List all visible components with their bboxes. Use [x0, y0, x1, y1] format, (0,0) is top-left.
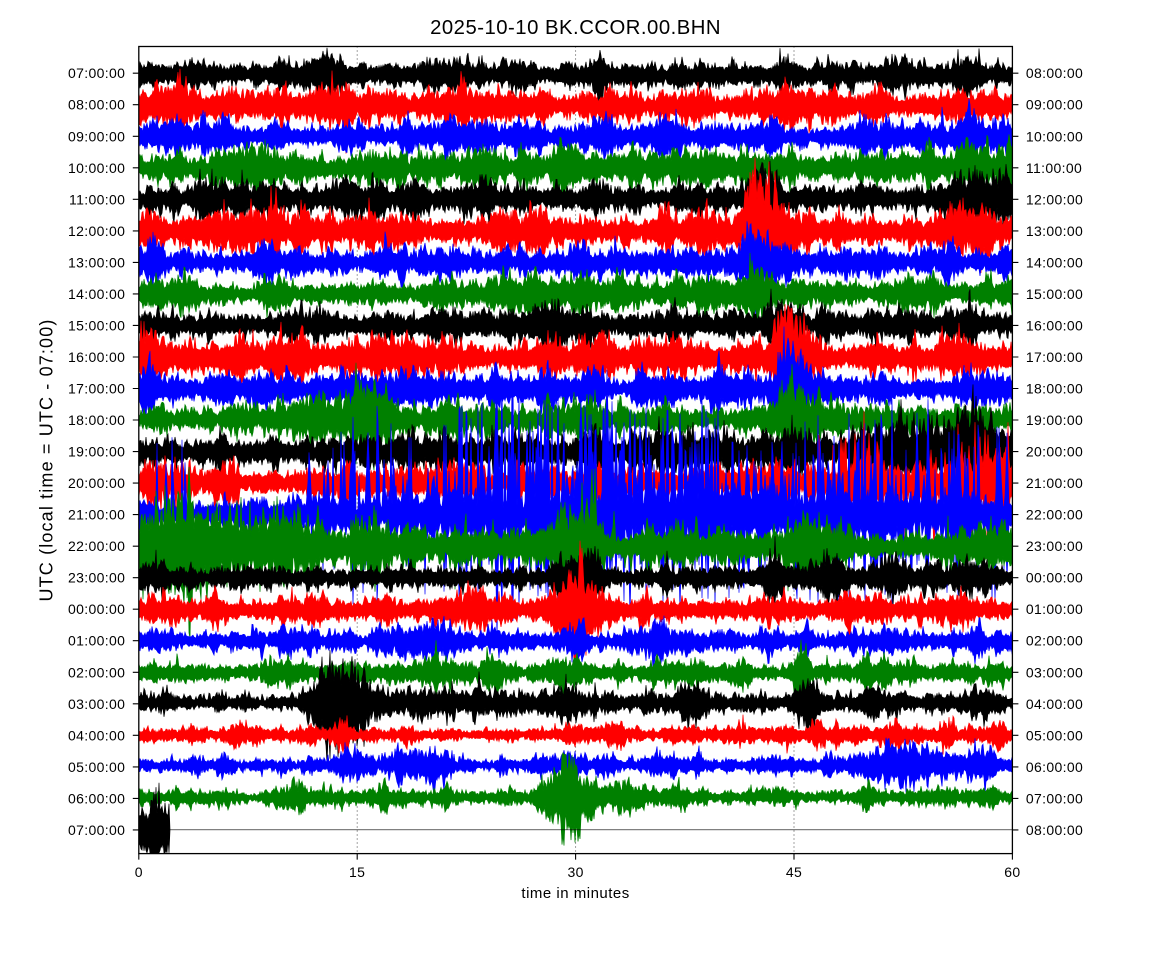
- svg-text:18:00:00: 18:00:00: [1026, 381, 1083, 397]
- svg-text:09:00:00: 09:00:00: [68, 128, 125, 144]
- svg-text:08:00:00: 08:00:00: [68, 97, 125, 113]
- svg-text:03:00:00: 03:00:00: [68, 696, 125, 712]
- svg-text:07:00:00: 07:00:00: [1026, 790, 1083, 806]
- svg-text:16:00:00: 16:00:00: [68, 349, 125, 365]
- svg-text:02:00:00: 02:00:00: [68, 664, 125, 680]
- svg-text:23:00:00: 23:00:00: [1026, 538, 1083, 554]
- svg-text:08:00:00: 08:00:00: [1026, 822, 1083, 838]
- svg-text:11:00:00: 11:00:00: [1026, 160, 1082, 176]
- svg-text:05:00:00: 05:00:00: [1026, 727, 1083, 743]
- svg-text:0: 0: [135, 864, 143, 880]
- svg-text:01:00:00: 01:00:00: [1026, 601, 1083, 617]
- svg-text:05:00:00: 05:00:00: [68, 759, 125, 775]
- svg-text:time in minutes: time in minutes: [521, 885, 629, 902]
- svg-text:2025-10-10 BK.CCOR.00.BHN: 2025-10-10 BK.CCOR.00.BHN: [430, 17, 721, 39]
- svg-text:12:00:00: 12:00:00: [1026, 191, 1083, 207]
- svg-text:60: 60: [1004, 864, 1020, 880]
- svg-text:22:00:00: 22:00:00: [1026, 507, 1083, 523]
- svg-text:10:00:00: 10:00:00: [1026, 128, 1083, 144]
- svg-text:04:00:00: 04:00:00: [1026, 696, 1083, 712]
- svg-text:11:00:00: 11:00:00: [69, 191, 125, 207]
- svg-text:00:00:00: 00:00:00: [1026, 570, 1083, 586]
- svg-text:14:00:00: 14:00:00: [1026, 254, 1083, 270]
- svg-text:12:00:00: 12:00:00: [68, 223, 125, 239]
- svg-text:45: 45: [786, 864, 802, 880]
- svg-text:17:00:00: 17:00:00: [68, 381, 125, 397]
- svg-text:08:00:00: 08:00:00: [1026, 65, 1083, 81]
- svg-text:00:00:00: 00:00:00: [68, 601, 125, 617]
- svg-text:09:00:00: 09:00:00: [1026, 97, 1083, 113]
- svg-text:19:00:00: 19:00:00: [68, 444, 125, 460]
- svg-text:20:00:00: 20:00:00: [68, 475, 125, 491]
- svg-text:21:00:00: 21:00:00: [68, 507, 125, 523]
- svg-text:06:00:00: 06:00:00: [68, 790, 125, 806]
- svg-text:07:00:00: 07:00:00: [68, 822, 125, 838]
- svg-text:19:00:00: 19:00:00: [1026, 412, 1083, 428]
- svg-text:07:00:00: 07:00:00: [68, 65, 125, 81]
- svg-text:16:00:00: 16:00:00: [1026, 317, 1083, 333]
- svg-text:UTC (local time = UTC - 07:00): UTC (local time = UTC - 07:00): [37, 318, 57, 601]
- svg-text:30: 30: [567, 864, 583, 880]
- svg-text:14:00:00: 14:00:00: [68, 286, 125, 302]
- svg-text:20:00:00: 20:00:00: [1026, 444, 1083, 460]
- svg-text:18:00:00: 18:00:00: [68, 412, 125, 428]
- svg-text:17:00:00: 17:00:00: [1026, 349, 1083, 365]
- svg-text:23:00:00: 23:00:00: [68, 570, 125, 586]
- svg-text:15:00:00: 15:00:00: [1026, 286, 1083, 302]
- svg-text:01:00:00: 01:00:00: [68, 633, 125, 649]
- svg-text:06:00:00: 06:00:00: [1026, 759, 1083, 775]
- svg-text:15: 15: [349, 864, 365, 880]
- svg-text:10:00:00: 10:00:00: [68, 160, 125, 176]
- svg-text:13:00:00: 13:00:00: [1026, 223, 1083, 239]
- svg-text:13:00:00: 13:00:00: [68, 254, 125, 270]
- svg-text:03:00:00: 03:00:00: [1026, 664, 1083, 680]
- svg-text:04:00:00: 04:00:00: [68, 727, 125, 743]
- svg-text:21:00:00: 21:00:00: [1026, 475, 1083, 491]
- svg-text:22:00:00: 22:00:00: [68, 538, 125, 554]
- svg-text:02:00:00: 02:00:00: [1026, 633, 1083, 649]
- svg-text:15:00:00: 15:00:00: [68, 317, 125, 333]
